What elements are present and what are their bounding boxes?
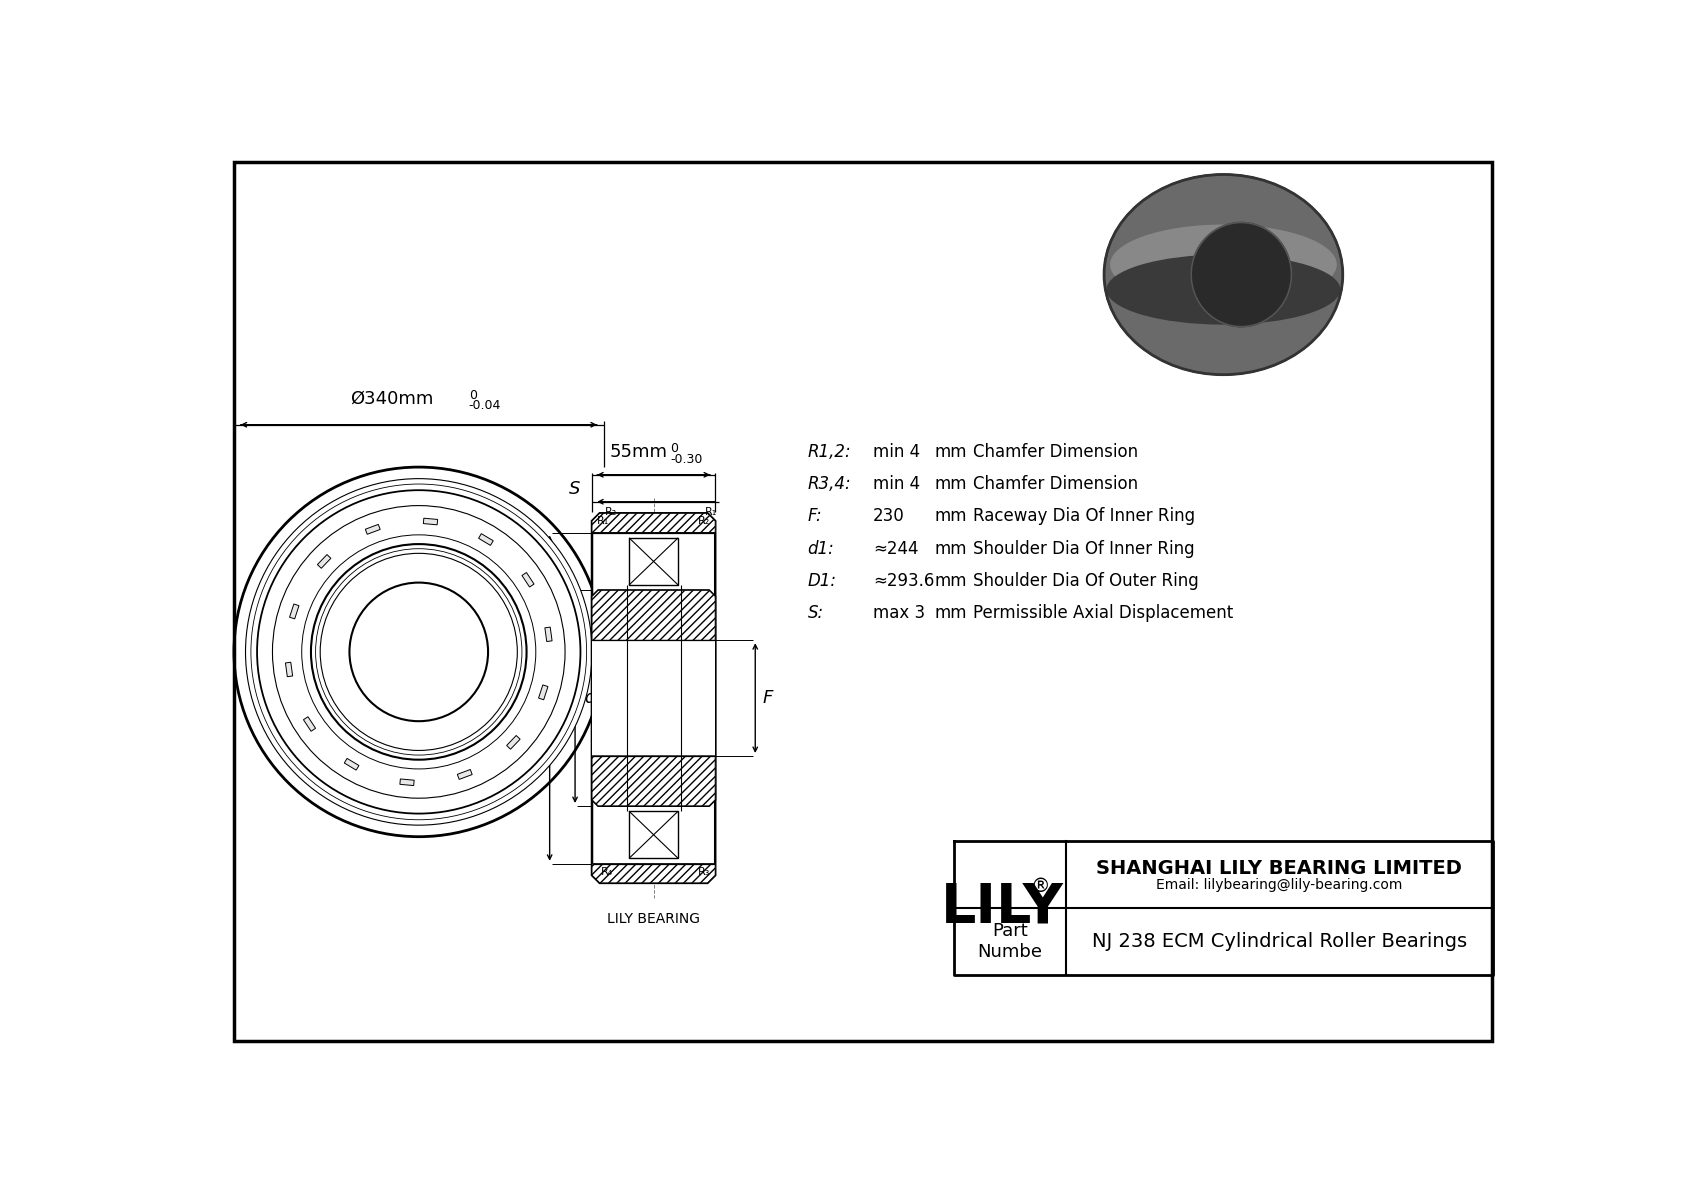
Bar — [522, 573, 534, 587]
Text: F: F — [763, 690, 773, 707]
Bar — [539, 685, 547, 700]
Bar — [478, 534, 493, 545]
Text: mm: mm — [935, 475, 967, 493]
Text: mm: mm — [935, 572, 967, 590]
Text: ®: ® — [1031, 877, 1051, 896]
Text: 55mm: 55mm — [610, 443, 667, 461]
Ellipse shape — [312, 544, 527, 760]
Text: R3,4:: R3,4: — [808, 475, 850, 493]
Text: Shoulder Dia Of Inner Ring: Shoulder Dia Of Inner Ring — [973, 540, 1194, 557]
Ellipse shape — [301, 535, 536, 769]
Text: 0: 0 — [468, 388, 477, 401]
Text: LILY: LILY — [941, 881, 1064, 935]
Text: R₃: R₃ — [699, 867, 711, 878]
Polygon shape — [593, 591, 716, 641]
Bar — [507, 736, 520, 749]
Text: ≈244: ≈244 — [872, 540, 918, 557]
Text: Email: lilybearing@lily-bearing.com: Email: lilybearing@lily-bearing.com — [1155, 878, 1403, 892]
Text: D1:: D1: — [808, 572, 837, 590]
Text: 0: 0 — [670, 442, 679, 455]
Text: R₁: R₁ — [596, 517, 610, 526]
Text: 230: 230 — [872, 507, 904, 525]
Polygon shape — [593, 863, 716, 883]
Bar — [290, 604, 300, 619]
Ellipse shape — [246, 479, 593, 825]
Ellipse shape — [1191, 223, 1292, 326]
Bar — [317, 555, 330, 568]
Bar — [344, 759, 359, 771]
Text: Ø190mm: Ø190mm — [365, 780, 450, 798]
Text: d1:: d1: — [808, 540, 834, 557]
Text: max 3: max 3 — [872, 604, 925, 623]
Bar — [593, 641, 716, 756]
Ellipse shape — [1105, 175, 1342, 375]
Text: min 4: min 4 — [872, 475, 919, 493]
Text: NJ 238 ECM Cylindrical Roller Bearings: NJ 238 ECM Cylindrical Roller Bearings — [1091, 933, 1467, 952]
Text: -0.04: -0.04 — [468, 399, 502, 412]
Bar — [303, 717, 315, 731]
Text: R₄: R₄ — [601, 867, 613, 878]
Polygon shape — [593, 591, 716, 806]
Text: mm: mm — [935, 443, 967, 461]
Polygon shape — [593, 756, 716, 806]
Ellipse shape — [1110, 225, 1337, 305]
Text: F:: F: — [808, 507, 822, 525]
Bar — [423, 518, 438, 525]
Text: Raceway Dia Of Inner Ring: Raceway Dia Of Inner Ring — [973, 507, 1196, 525]
Text: d1: d1 — [584, 690, 605, 707]
Text: -0.03: -0.03 — [461, 785, 493, 798]
Bar — [365, 524, 381, 535]
Polygon shape — [593, 513, 716, 532]
Text: Chamfer Dimension: Chamfer Dimension — [973, 443, 1138, 461]
Text: -0.30: -0.30 — [670, 453, 702, 466]
Text: Chamfer Dimension: Chamfer Dimension — [973, 475, 1138, 493]
Bar — [286, 662, 293, 676]
Text: D1: D1 — [524, 690, 549, 707]
Bar — [546, 628, 552, 642]
Text: R₂: R₂ — [699, 517, 711, 526]
Text: Part
Numbe: Part Numbe — [977, 922, 1042, 961]
Text: SHANGHAI LILY BEARING LIMITED: SHANGHAI LILY BEARING LIMITED — [1096, 859, 1462, 878]
Bar — [458, 769, 472, 779]
Text: S:: S: — [808, 604, 823, 623]
Text: R1,2:: R1,2: — [808, 443, 850, 461]
Text: mm: mm — [935, 507, 967, 525]
Text: mm: mm — [935, 604, 967, 623]
Ellipse shape — [350, 582, 488, 722]
Ellipse shape — [320, 554, 517, 750]
Bar — [628, 538, 679, 585]
Bar — [399, 779, 414, 786]
Text: LILY BEARING: LILY BEARING — [608, 912, 701, 927]
Bar — [628, 811, 679, 859]
Text: R₂: R₂ — [605, 507, 618, 517]
Text: Permissible Axial Displacement: Permissible Axial Displacement — [973, 604, 1233, 623]
Ellipse shape — [258, 491, 581, 813]
Text: S: S — [569, 480, 581, 498]
Ellipse shape — [1106, 255, 1340, 325]
Ellipse shape — [234, 467, 603, 837]
Text: mm: mm — [935, 540, 967, 557]
Text: ≈293.6: ≈293.6 — [872, 572, 935, 590]
Text: 0: 0 — [461, 774, 470, 787]
Polygon shape — [593, 513, 716, 883]
Text: Shoulder Dia Of Outer Ring: Shoulder Dia Of Outer Ring — [973, 572, 1199, 590]
Ellipse shape — [273, 506, 566, 798]
Text: R₁: R₁ — [706, 507, 717, 517]
Text: min 4: min 4 — [872, 443, 919, 461]
Text: Ø340mm: Ø340mm — [350, 389, 433, 407]
